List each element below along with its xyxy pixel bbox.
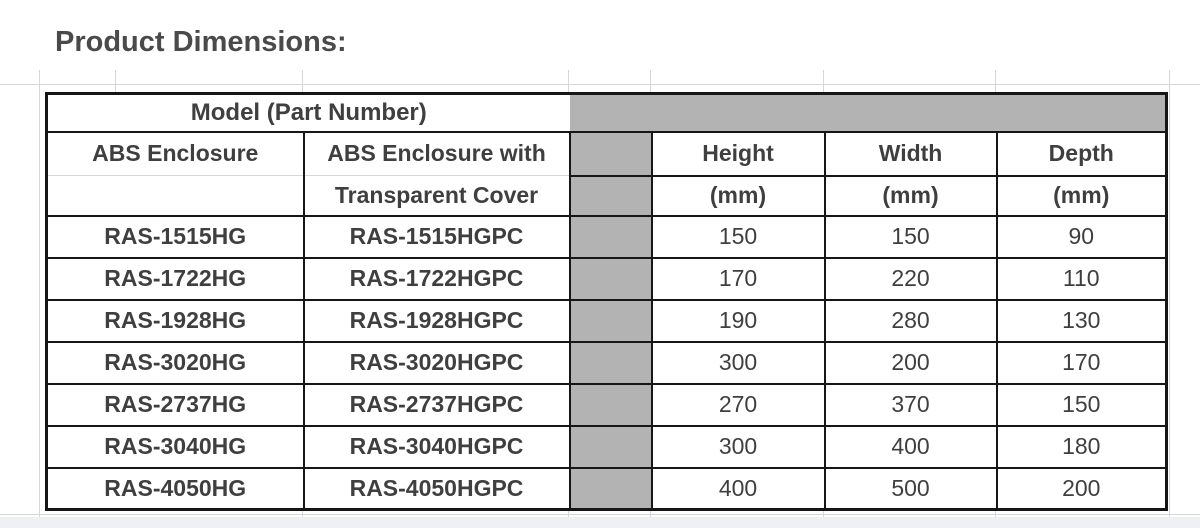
grid-line	[0, 84, 1200, 85]
abs-enclosure-header-empty	[45, 175, 305, 217]
grid-line	[995, 511, 996, 521]
width-value-cell: 500	[823, 466, 998, 511]
grid-line	[302, 70, 303, 92]
height-value-cell: 300	[650, 424, 826, 469]
table-row: RAS-1928HG RAS-1928HGPC 190 280 130	[45, 298, 1168, 343]
height-value-cell: 170	[650, 256, 826, 301]
spacer-cell	[568, 256, 653, 301]
grid-line	[650, 70, 651, 92]
width-value-cell: 370	[823, 382, 998, 427]
depth-value-cell: 180	[995, 424, 1168, 469]
height-unit-label: (mm)	[650, 174, 826, 217]
product-dimensions-table: Model (Part Number) ABS Enclosure ABS En…	[45, 92, 1169, 511]
spacer-cell	[568, 340, 653, 385]
grid-line	[568, 70, 569, 92]
grid-line	[995, 70, 996, 92]
table-row: RAS-1515HG RAS-1515HGPC 150 150 90	[45, 214, 1168, 259]
table-header-row-2: ABS Enclosure ABS Enclosure with Height …	[45, 130, 1168, 177]
page-title: Product Dimensions:	[55, 26, 347, 58]
header-fill-band	[569, 92, 1168, 133]
abs-model-cell: RAS-2737HG	[45, 382, 305, 427]
depth-unit-label: (mm)	[995, 174, 1168, 217]
height-value-cell: 270	[650, 382, 826, 427]
spacer-cell	[568, 382, 653, 427]
table-row: RAS-1722HG RAS-1722HGPC 170 220 110	[45, 256, 1168, 301]
cover-model-cell: RAS-1515HGPC	[302, 214, 571, 259]
spacer-cell	[568, 424, 653, 469]
cover-model-cell: RAS-3020HGPC	[302, 340, 571, 385]
table-header-row-1: Model (Part Number)	[45, 92, 1168, 133]
spacer-cell	[568, 214, 653, 259]
depth-value-cell: 150	[995, 382, 1168, 427]
abs-model-cell: RAS-1928HG	[45, 298, 305, 343]
abs-enclosure-header: ABS Enclosure	[45, 130, 305, 176]
grid-line	[568, 511, 569, 521]
abs-cover-header-line1: ABS Enclosure with	[302, 130, 571, 176]
depth-header: Depth	[995, 130, 1168, 177]
grid-line	[302, 511, 303, 521]
depth-value-cell: 110	[995, 256, 1168, 301]
spacer-cell	[568, 298, 653, 343]
cover-model-cell: RAS-3040HGPC	[302, 424, 571, 469]
table-row: RAS-2737HG RAS-2737HGPC 270 370 150	[45, 382, 1168, 427]
spacer-cell	[568, 466, 653, 511]
abs-model-cell: RAS-3040HG	[45, 424, 305, 469]
grid-line	[115, 70, 116, 92]
width-value-cell: 280	[823, 298, 998, 343]
table-header-row-3: Transparent Cover (mm) (mm) (mm)	[45, 174, 1168, 217]
cover-model-cell: RAS-4050HGPC	[302, 466, 571, 511]
grid-line	[650, 511, 651, 521]
spacer-cell	[568, 174, 653, 217]
depth-value-cell: 200	[995, 466, 1168, 511]
spacer-cell	[568, 130, 653, 177]
width-value-cell: 200	[823, 340, 998, 385]
abs-model-cell: RAS-1722HG	[45, 256, 305, 301]
depth-value-cell: 170	[995, 340, 1168, 385]
table-row: RAS-4050HG RAS-4050HGPC 400 500 200	[45, 466, 1168, 511]
grid-line	[1169, 70, 1170, 520]
grid-line	[39, 70, 40, 520]
abs-model-cell: RAS-1515HG	[45, 214, 305, 259]
width-header: Width	[823, 130, 998, 177]
model-part-number-header: Model (Part Number)	[45, 92, 570, 133]
width-unit-label: (mm)	[823, 174, 998, 217]
grid-line	[0, 514, 1200, 515]
width-value-cell: 220	[823, 256, 998, 301]
width-value-cell: 400	[823, 424, 998, 469]
table-row: RAS-3040HG RAS-3040HGPC 300 400 180	[45, 424, 1168, 469]
width-value-cell: 150	[823, 214, 998, 259]
depth-value-cell: 90	[995, 214, 1168, 259]
height-value-cell: 300	[650, 340, 826, 385]
height-value-cell: 150	[650, 214, 826, 259]
page-bottom-edge	[0, 517, 1200, 528]
height-value-cell: 400	[650, 466, 826, 511]
height-value-cell: 190	[650, 298, 826, 343]
cover-model-cell: RAS-1928HGPC	[302, 298, 571, 343]
depth-value-cell: 130	[995, 298, 1168, 343]
cover-model-cell: RAS-1722HGPC	[302, 256, 571, 301]
grid-line	[823, 511, 824, 521]
abs-cover-header-line2: Transparent Cover	[302, 175, 571, 217]
abs-model-cell: RAS-4050HG	[45, 466, 305, 511]
height-header: Height	[650, 130, 826, 177]
abs-model-cell: RAS-3020HG	[45, 340, 305, 385]
grid-line	[823, 70, 824, 92]
cover-model-cell: RAS-2737HGPC	[302, 382, 571, 427]
table-row: RAS-3020HG RAS-3020HGPC 300 200 170	[45, 340, 1168, 385]
